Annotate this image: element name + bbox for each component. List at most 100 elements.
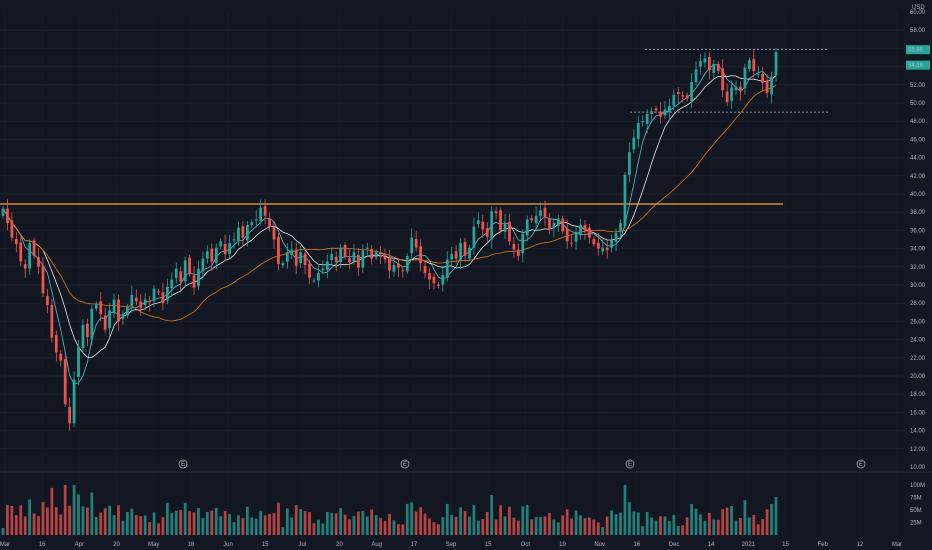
candle-body	[725, 91, 729, 103]
volume-bar	[183, 502, 187, 535]
last-price-text: 55.86	[908, 48, 924, 54]
candle-body	[703, 58, 707, 63]
volume-bar	[263, 515, 267, 535]
volume-bar	[548, 513, 551, 535]
candle-body	[543, 207, 547, 218]
volume-bar	[659, 516, 662, 535]
earnings-marker[interactable]	[625, 459, 635, 469]
volume-bar	[143, 515, 147, 535]
volume-bar	[436, 524, 440, 535]
candle-body	[392, 264, 396, 272]
candle-body	[348, 258, 351, 263]
volume-bar	[432, 522, 436, 535]
time-tick-label: 16	[39, 542, 46, 548]
volume-bar	[623, 485, 627, 535]
candle-body	[108, 310, 111, 329]
volume-bar	[14, 515, 18, 535]
candle-body	[388, 256, 391, 271]
candle-body	[241, 226, 245, 238]
candle-body	[14, 239, 18, 245]
candle-body	[143, 299, 147, 306]
time-tick-label: 15	[485, 542, 492, 548]
price-tick-label: 52.00	[910, 83, 926, 89]
candle-body	[205, 251, 209, 259]
candle-body	[63, 359, 67, 405]
volume-bar	[152, 512, 156, 535]
candle-body	[370, 249, 374, 259]
candle-body	[672, 94, 676, 106]
volume-bar	[383, 520, 387, 535]
candle-body	[596, 242, 600, 249]
volume-bar	[303, 511, 307, 535]
volume-bar	[685, 517, 689, 535]
volume-bar	[210, 510, 214, 535]
candle-body	[352, 252, 356, 261]
candle-body	[148, 300, 151, 303]
candle-body	[299, 252, 303, 264]
volume-bar	[37, 516, 40, 535]
volume-bar	[619, 512, 622, 535]
candle-body	[525, 219, 529, 236]
candle-body	[77, 346, 80, 377]
volume-bar	[441, 517, 445, 535]
candle-body	[694, 69, 698, 83]
candle-body	[197, 268, 200, 287]
candle-body	[774, 52, 778, 76]
candle-body	[32, 240, 36, 256]
price-tick-label: 48.00	[910, 119, 926, 125]
candle-body	[503, 223, 507, 232]
candle-body	[312, 280, 316, 282]
volume-bar	[552, 519, 556, 535]
candle-body	[68, 406, 72, 424]
volume-bar	[525, 504, 529, 535]
volume-bar	[765, 509, 769, 535]
candle-body	[86, 323, 89, 337]
candle-body	[548, 219, 551, 230]
volume-bar	[250, 517, 254, 535]
volume-bar	[574, 510, 578, 535]
price-tick-label: 40.00	[910, 192, 926, 198]
volume-bar	[121, 520, 125, 535]
price-tick-label: 32.00	[910, 265, 926, 271]
volume-bar	[405, 503, 409, 535]
candle-body	[419, 246, 422, 264]
volume-bar	[761, 519, 765, 535]
volume-bar	[565, 509, 569, 535]
time-tick-label: Nov	[594, 542, 605, 548]
candle-body	[254, 219, 258, 221]
time-tick-label: Dec	[669, 542, 680, 548]
candle-body	[308, 263, 311, 278]
candle-body	[165, 286, 169, 301]
price-tick-label: 10.00	[910, 465, 926, 471]
volume-bar	[161, 517, 165, 535]
volume-bar	[277, 502, 280, 535]
candle-body	[54, 335, 58, 353]
candle-body	[765, 80, 769, 93]
volume-bar	[388, 513, 391, 535]
time-axis[interactable]: Mar 16 Apr 20 May 18 Jun 15 Jul 20 Aug 17 Sep 15 Oct 19…	[0, 542, 902, 548]
volume-bars	[1, 485, 778, 535]
volume-bar	[676, 526, 680, 535]
volume-bar	[579, 515, 582, 535]
volume-bar	[747, 517, 751, 535]
candle-body	[23, 264, 27, 269]
earnings-marker[interactable]	[400, 459, 410, 469]
earnings-marker[interactable]	[856, 459, 866, 469]
candle-body	[712, 63, 716, 73]
candle-body	[579, 224, 582, 235]
volume-bar	[392, 520, 396, 535]
time-tick-label: 18	[187, 542, 194, 548]
earnings-marker[interactable]	[178, 459, 188, 469]
candle-body	[1, 208, 5, 216]
volume-bar	[681, 525, 685, 535]
volume-bar	[174, 510, 178, 535]
candle-body	[263, 206, 267, 216]
volume-bar	[530, 519, 534, 535]
candle-body	[756, 73, 760, 75]
candle-body	[201, 258, 205, 272]
candle-body	[570, 242, 574, 244]
volume-bar	[485, 512, 489, 535]
volume-bar	[41, 501, 45, 535]
candle-body	[436, 284, 440, 286]
